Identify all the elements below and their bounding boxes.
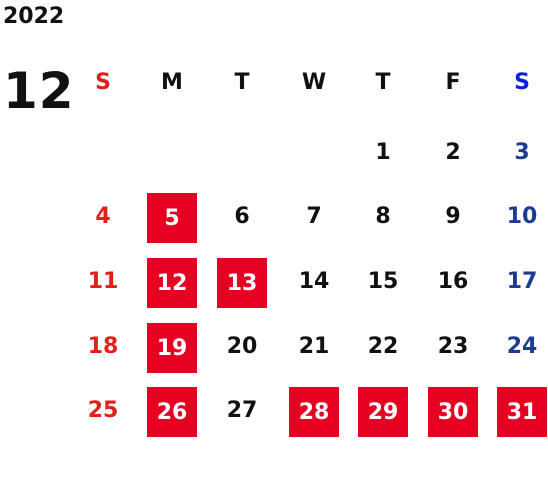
weekday-header: T [375, 69, 391, 95]
closed-day-cell: 12 [147, 258, 197, 308]
weekday-header: W [301, 69, 327, 95]
weekday-header: S [514, 69, 530, 95]
day-cell: 1 [375, 139, 391, 165]
closed-day-cell: 30 [428, 387, 478, 437]
day-cell: 20 [226, 333, 258, 359]
day-cell: 24 [506, 333, 538, 359]
day-cell: 15 [367, 268, 399, 294]
day-cell: 4 [95, 203, 111, 229]
day-cell: 21 [298, 333, 330, 359]
day-cell: 14 [298, 268, 330, 294]
weekday-header: F [445, 69, 461, 95]
closed-day-cell: 13 [217, 258, 267, 308]
weekday-header: S [95, 69, 111, 95]
closed-day-cell: 31 [497, 387, 547, 437]
closed-day-cell: 28 [289, 387, 339, 437]
day-cell: 17 [506, 268, 538, 294]
day-cell: 10 [506, 203, 538, 229]
closed-day-cell: 29 [358, 387, 408, 437]
day-cell: 16 [437, 268, 469, 294]
day-cell: 3 [514, 139, 530, 165]
day-cell: 6 [234, 203, 250, 229]
day-cell: 23 [437, 333, 469, 359]
year: 2022 [3, 4, 65, 29]
day-cell: 11 [87, 268, 119, 294]
weekday-header: T [234, 69, 250, 95]
day-cell: 9 [445, 203, 461, 229]
day-cell: 27 [226, 397, 258, 423]
closed-day-cell: 5 [147, 193, 197, 243]
day-cell: 18 [87, 333, 119, 359]
day-cell: 2 [445, 139, 461, 165]
day-cell: 8 [375, 203, 391, 229]
weekday-header: M [161, 69, 183, 95]
closed-day-cell: 26 [147, 387, 197, 437]
day-cell: 22 [367, 333, 399, 359]
month: 12 [3, 62, 75, 120]
day-cell: 7 [306, 203, 322, 229]
day-cell: 25 [87, 397, 119, 423]
closed-day-cell: 19 [147, 323, 197, 373]
